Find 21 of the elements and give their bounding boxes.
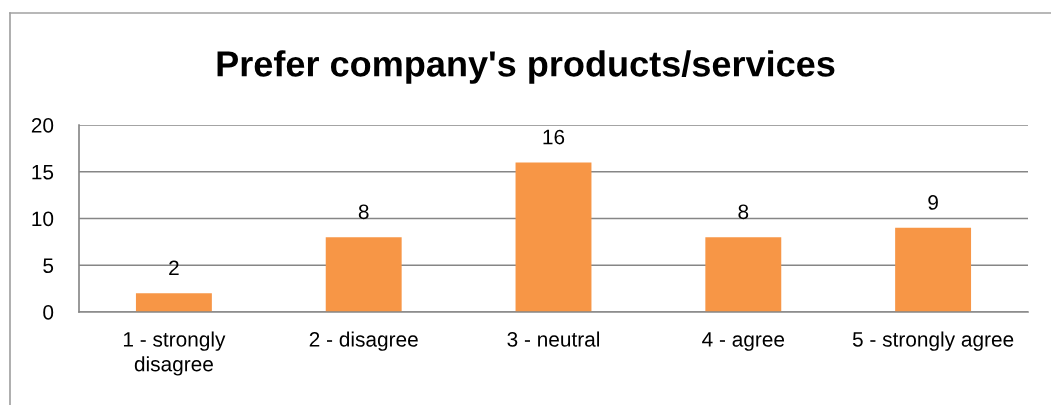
bar bbox=[325, 237, 402, 312]
bar bbox=[895, 227, 972, 312]
data-label: 8 bbox=[738, 204, 749, 220]
data-label: 16 bbox=[543, 129, 565, 145]
y-tick-label: 15 bbox=[32, 164, 54, 180]
y-tick-label: 20 bbox=[31, 118, 54, 133]
bar bbox=[515, 162, 592, 312]
y-tick-label: 10 bbox=[32, 211, 54, 227]
bar bbox=[705, 237, 782, 312]
x-tick-label: 2 - disagree bbox=[309, 331, 418, 351]
bar bbox=[135, 293, 212, 312]
data-label: 2 bbox=[169, 260, 179, 276]
y-tick-label: 5 bbox=[43, 258, 54, 273]
chart-title: Prefer company's products/services bbox=[217, 50, 835, 84]
x-tick-label: 3 - neutral bbox=[507, 331, 600, 347]
y-tick-label: 0 bbox=[43, 305, 54, 320]
x-tick-label: 1 - strongly disagree bbox=[123, 331, 226, 376]
x-tick-label: 5 - strongly agree bbox=[852, 331, 1014, 351]
x-tick-label: 4 - agree bbox=[702, 332, 785, 351]
data-label: 9 bbox=[928, 195, 938, 210]
data-label: 8 bbox=[358, 204, 369, 220]
